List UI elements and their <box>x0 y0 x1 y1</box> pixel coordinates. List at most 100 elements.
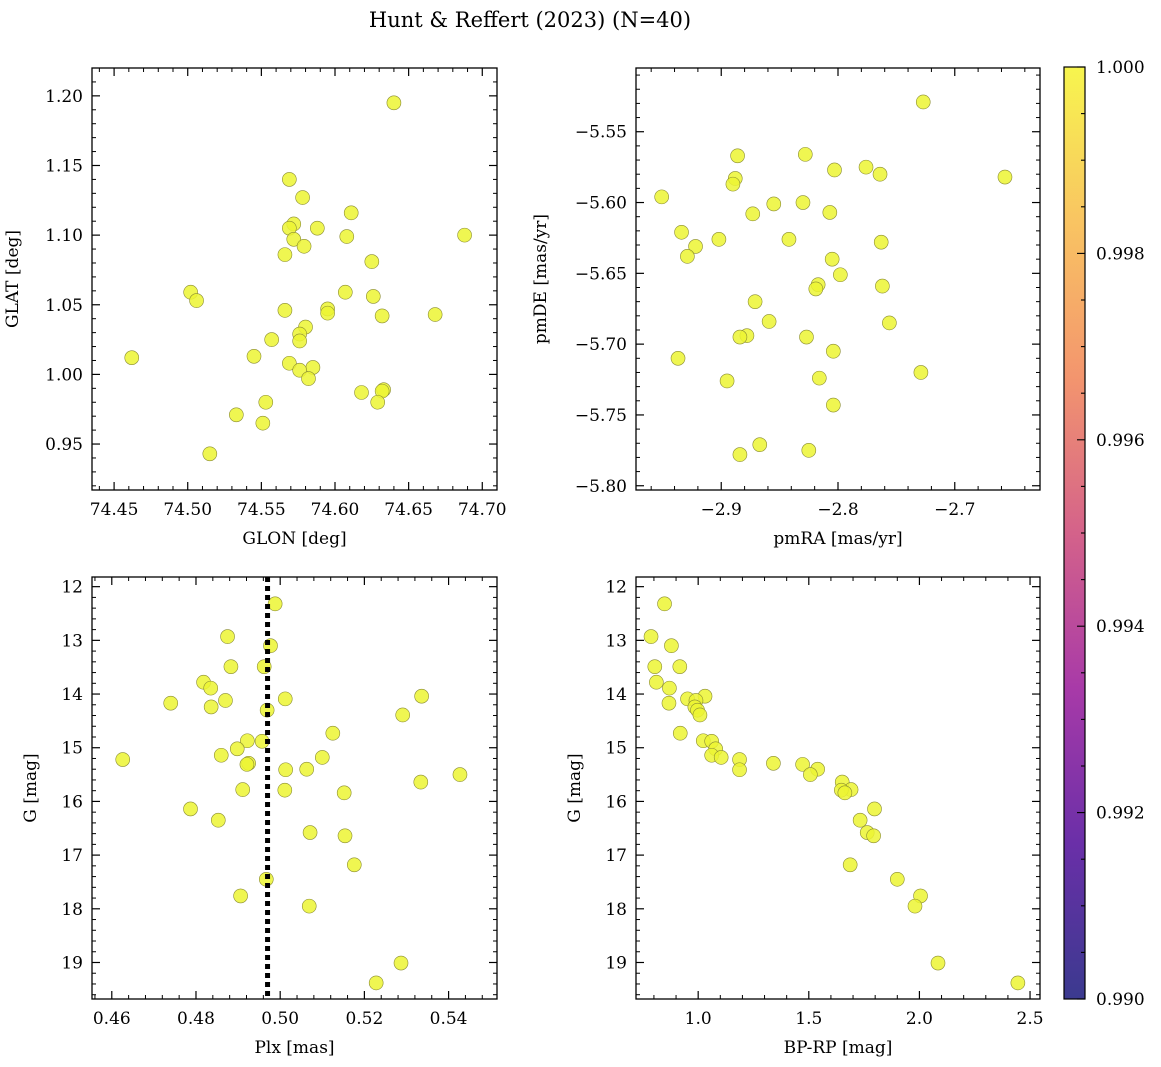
tick-marks <box>636 577 1040 999</box>
data-point <box>354 385 369 400</box>
data-point <box>115 752 131 767</box>
tick-marks <box>92 67 498 490</box>
axes-frame <box>635 576 1041 1000</box>
tick-marks <box>636 68 1040 490</box>
y-tick-label: 17 <box>605 846 627 866</box>
data-point <box>824 251 840 267</box>
data-point <box>761 314 777 329</box>
y-tick-label: 1.15 <box>45 156 83 176</box>
y-tick-label: 12 <box>61 578 83 598</box>
data-point <box>692 707 708 723</box>
data-point <box>338 284 353 300</box>
data-point <box>907 898 923 914</box>
y-tick-label: 13 <box>605 631 627 651</box>
colorbar-tick-label: 0.996 <box>1096 431 1145 451</box>
x-tick-label: 74.50 <box>163 500 212 520</box>
data-point <box>867 801 882 817</box>
x-tick-label: 0.52 <box>345 1009 383 1029</box>
data-point <box>766 756 781 771</box>
y-tick-label: −5.75 <box>575 406 627 426</box>
data-point <box>452 767 468 782</box>
data-point <box>812 370 827 386</box>
data-point <box>124 350 140 365</box>
y-tick-label: −5.60 <box>575 194 627 214</box>
data-point <box>680 249 695 264</box>
data-point <box>457 227 472 243</box>
panel-plx-g: 0.46 0.48 0.50 0.52 0.54 12 13 14 15 16 17 18 19 Plx … <box>21 576 498 1058</box>
data-point <box>203 699 219 715</box>
data-point <box>413 774 429 790</box>
data-point <box>240 733 255 749</box>
data-point <box>711 232 727 247</box>
data-point <box>833 267 848 283</box>
data-point <box>235 782 251 797</box>
tick-marks <box>92 577 497 999</box>
data-point <box>808 281 824 297</box>
data-point <box>163 695 179 711</box>
data-point <box>233 888 248 904</box>
x-tick-label: 0.46 <box>93 1009 131 1029</box>
data-point <box>643 629 659 644</box>
data-point <box>310 220 325 236</box>
axes-frame <box>91 67 498 491</box>
data-point <box>267 596 283 612</box>
data-point <box>798 147 813 162</box>
data-point <box>282 172 297 187</box>
data-point <box>1010 975 1026 991</box>
colorbar: 0.990 0.992 0.994 0.996 0.998 1.000 <box>1063 58 1145 1010</box>
y-tick-label: 1.10 <box>45 226 83 246</box>
colorbar-tick-label: 0.992 <box>1096 804 1145 824</box>
panel-glon-glat: 74.45 74.50 74.55 74.60 74.65 74.70 0.95 1.00 1.… <box>3 67 507 549</box>
data-point <box>320 305 335 321</box>
panel-bprp-g: 1.0 1.5 2.0 2.5 12 13 14 15 16 17 18 19 BP-RP [mag] G… <box>565 576 1044 1058</box>
data-point <box>374 308 390 324</box>
data-point <box>889 871 905 887</box>
y-axis-label: pmDE [mas/yr] <box>531 214 551 344</box>
data-point <box>873 234 889 250</box>
data-point <box>852 812 868 828</box>
y-tick-label: 18 <box>605 900 627 920</box>
x-tick-label: 2.0 <box>906 1009 933 1029</box>
data-point <box>343 205 359 221</box>
y-tick-label: −5.65 <box>575 264 627 284</box>
y-tick-label: 1.05 <box>45 296 83 316</box>
data-point <box>346 857 362 873</box>
axes-frame <box>91 576 498 1000</box>
data-point <box>872 166 888 182</box>
data-point <box>301 371 316 386</box>
data-point <box>325 725 341 741</box>
x-tick-label: 0.50 <box>261 1009 299 1029</box>
data-point <box>414 688 429 704</box>
x-tick-label: −2.7 <box>934 500 975 520</box>
data-point <box>393 955 409 971</box>
data-point <box>842 857 858 873</box>
data-point <box>781 232 797 247</box>
data-point <box>223 659 239 674</box>
y-tick-label: 15 <box>61 739 83 759</box>
y-tick-label: 19 <box>605 953 627 973</box>
data-point <box>674 224 689 240</box>
data-point <box>915 94 931 110</box>
data-point <box>745 206 761 222</box>
data-point <box>713 750 729 765</box>
data-point <box>365 289 381 304</box>
data-point <box>882 315 897 331</box>
data-point <box>210 812 226 828</box>
data-point <box>427 307 443 322</box>
data-point <box>647 659 663 674</box>
data-point <box>229 741 245 757</box>
data-point <box>866 828 881 844</box>
data-point <box>183 801 198 817</box>
y-tick-label: 1.20 <box>45 87 83 107</box>
y-tick-label: 14 <box>605 685 627 705</box>
data-point <box>277 782 293 798</box>
data-points <box>115 596 468 991</box>
data-point <box>730 148 745 164</box>
data-points <box>654 94 1013 462</box>
data-point <box>795 757 810 772</box>
data-point <box>766 196 782 212</box>
x-tick-label: 74.45 <box>90 500 139 520</box>
data-point <box>657 596 672 612</box>
x-axis-label: Plx [mas] <box>254 1038 334 1058</box>
